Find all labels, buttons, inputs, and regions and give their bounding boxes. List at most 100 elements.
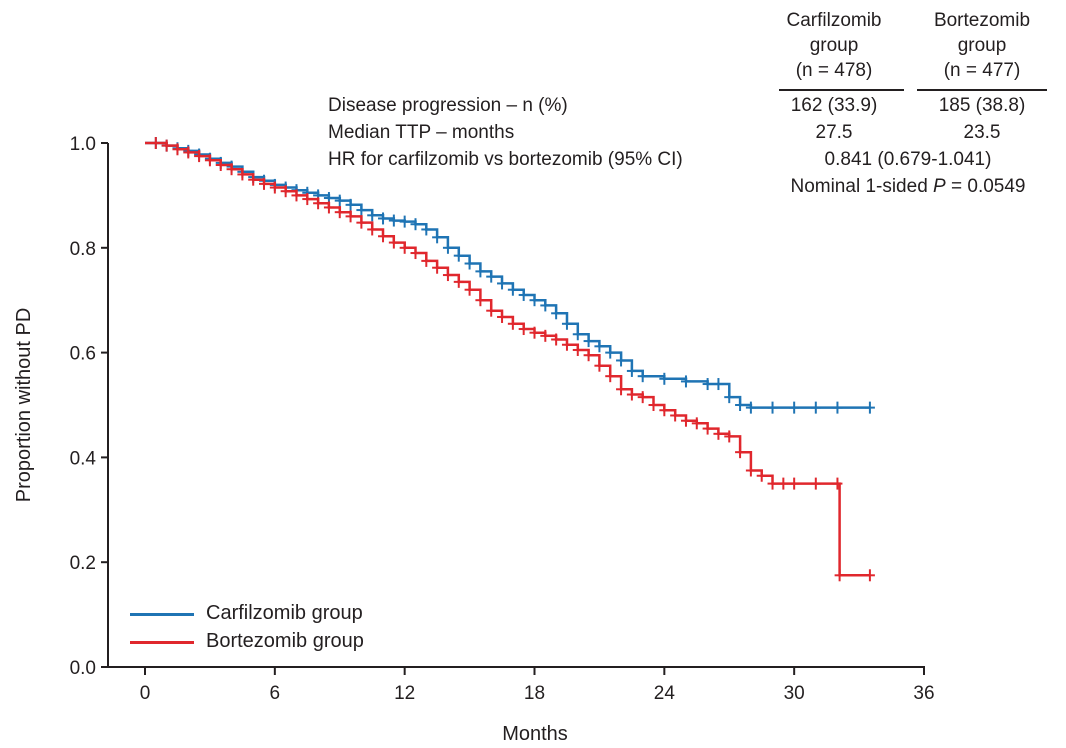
y-tick-label: 1.0 <box>70 134 96 155</box>
p-prefix: Nominal 1-sided <box>790 176 934 197</box>
censor-mark-carfilzomib <box>702 378 713 391</box>
censor-mark-carfilzomib <box>497 277 508 290</box>
censor-mark-bortezomib <box>172 143 183 156</box>
p-suffix: = 0.0549 <box>945 176 1026 197</box>
col1-header: Carfilzomib group (n = 478) <box>769 8 899 83</box>
censor-mark-bortezomib <box>497 310 508 323</box>
censor-mark-carfilzomib <box>486 270 497 283</box>
censor-mark-bortezomib <box>475 294 486 307</box>
censor-mark-carfilzomib <box>475 265 486 278</box>
censor-mark-bortezomib <box>713 427 724 440</box>
stats-row-label: Median TTP – months <box>328 122 515 143</box>
x-tick-label: 12 <box>394 683 415 704</box>
censor-mark-carfilzomib <box>507 283 518 296</box>
censor-mark-carfilzomib <box>616 354 627 367</box>
censor-mark-carfilzomib <box>432 231 443 244</box>
censor-mark-carfilzomib <box>767 401 778 414</box>
censor-mark-carfilzomib <box>453 249 464 262</box>
censor-mark-carfilzomib <box>421 223 432 236</box>
censor-mark-carfilzomib <box>518 288 529 301</box>
censor-mark-carfilzomib <box>540 299 551 312</box>
censor-mark-bortezomib <box>605 370 616 383</box>
stats-row-col2: 23.5 <box>963 122 1001 143</box>
col1-header-rule <box>779 89 904 91</box>
censor-mark-carfilzomib <box>680 375 691 388</box>
censor-mark-carfilzomib <box>789 401 800 414</box>
col2-header-line1: Bortezomib <box>933 10 1031 31</box>
x-tick-label: 18 <box>524 683 545 704</box>
col2-header-line2: group <box>957 35 1007 56</box>
series-layer <box>145 137 875 582</box>
censor-mark-bortezomib <box>507 317 518 330</box>
stats-row-label: Disease progression – n (%) <box>328 95 568 116</box>
stats-row-col2: 185 (38.8) <box>938 95 1026 116</box>
censor-mark-bortezomib <box>323 201 334 214</box>
x-tick-label: 6 <box>270 683 281 704</box>
censor-mark-bortezomib <box>421 254 432 267</box>
censor-mark-bortezomib <box>237 168 248 181</box>
censor-mark-carfilzomib <box>345 198 356 211</box>
censor-mark-bortezomib <box>204 154 215 167</box>
censor-mark-carfilzomib <box>659 372 670 385</box>
censor-mark-carfilzomib <box>745 401 756 414</box>
censor-mark-bortezomib <box>453 275 464 288</box>
censor-mark-bortezomib <box>442 269 453 282</box>
censor-mark-carfilzomib <box>551 307 562 320</box>
legend-label-bortezomib: Bortezomib group <box>206 630 364 652</box>
censor-mark-carfilzomib <box>464 257 475 270</box>
censor-mark-bortezomib <box>637 391 648 404</box>
stats-row-col1: 27.5 <box>815 122 853 143</box>
censor-mark-bortezomib <box>161 139 172 152</box>
y-tick-label: 0.8 <box>70 239 96 260</box>
censor-mark-bortezomib <box>399 241 410 254</box>
censor-mark-bortezomib <box>280 185 291 198</box>
censor-mark-bortezomib <box>313 197 324 210</box>
censor-mark-bortezomib <box>572 343 583 356</box>
censor-mark-bortezomib <box>302 193 313 206</box>
censor-mark-carfilzomib <box>713 378 724 391</box>
censor-mark-carfilzomib <box>605 346 616 359</box>
censor-mark-bortezomib <box>551 333 562 346</box>
censor-mark-bortezomib <box>626 388 637 401</box>
col2-header-rule <box>917 89 1047 91</box>
y-tick-label: 0.4 <box>70 448 97 469</box>
hr-value: 0.841 (0.679-1.041) <box>824 149 992 170</box>
censor-mark-carfilzomib <box>367 209 378 222</box>
x-tick-label: 0 <box>140 683 151 704</box>
censor-mark-bortezomib <box>464 283 475 296</box>
censor-mark-bortezomib <box>356 216 367 229</box>
censor-mark-carfilzomib <box>637 370 648 383</box>
p-value: Nominal 1-sided P = 0.0549 <box>763 177 1053 196</box>
censor-mark-bortezomib <box>345 210 356 223</box>
x-tick-label: 36 <box>913 683 934 704</box>
censor-mark-carfilzomib <box>626 364 637 377</box>
censor-mark-bortezomib <box>691 417 702 430</box>
censor-mark-carfilzomib <box>529 294 540 307</box>
censor-mark-bortezomib <box>702 422 713 435</box>
col2-header: Bortezomib group (n = 477) <box>914 8 1050 83</box>
col1-header-line2: group <box>809 35 859 56</box>
censor-mark-bortezomib <box>248 173 259 186</box>
censor-mark-carfilzomib <box>334 194 345 207</box>
y-axis-label: Proportion without PD <box>13 308 35 503</box>
censor-mark-bortezomib <box>834 569 845 582</box>
series-line-bortezomib <box>145 141 870 577</box>
stats-row-col1: 162 (33.9) <box>790 95 878 116</box>
censor-mark-bortezomib <box>540 329 551 342</box>
censor-mark-bortezomib <box>583 349 594 362</box>
censor-mark-bortezomib <box>616 383 627 396</box>
censor-mark-bortezomib <box>388 236 399 249</box>
censor-mark-bortezomib <box>648 399 659 411</box>
censor-mark-carfilzomib <box>594 340 605 353</box>
y-tick-label: 0.2 <box>70 553 96 574</box>
censor-mark-bortezomib <box>789 477 800 490</box>
x-axis-label: Months <box>502 723 568 745</box>
censor-mark-bortezomib <box>561 338 572 351</box>
censor-mark-bortezomib <box>864 569 875 582</box>
censor-mark-bortezomib <box>432 261 443 274</box>
censor-mark-bortezomib <box>810 477 821 490</box>
x-tick-label: 24 <box>654 683 676 704</box>
censor-mark-bortezomib <box>659 404 670 417</box>
y-tick-label: 0.6 <box>70 344 96 365</box>
censor-mark-bortezomib <box>680 414 691 427</box>
